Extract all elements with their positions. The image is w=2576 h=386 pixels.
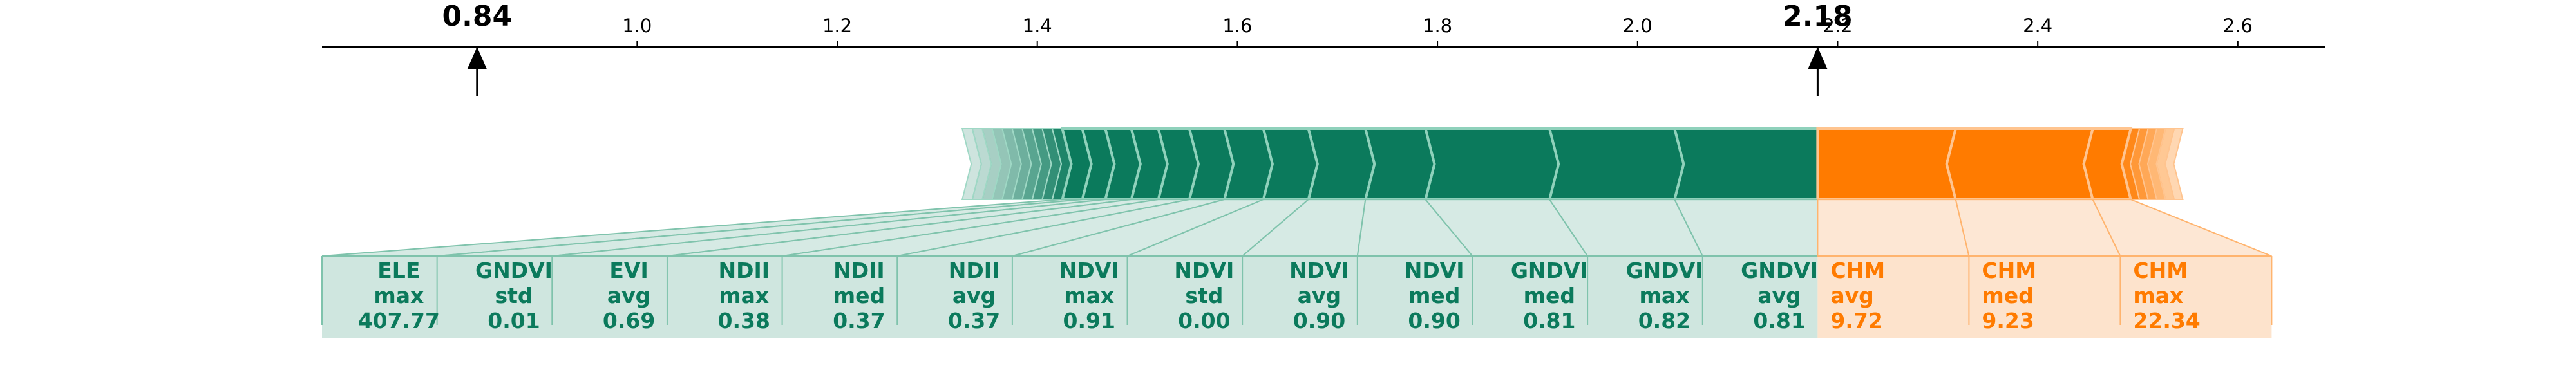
force-bars [961,127,2184,201]
positive-feature-label: 0.81 [1523,308,1575,333]
positive-feature-label: GNDVI [475,258,553,283]
negative-connector [1955,199,2122,257]
negative-feature-label: avg [1830,283,1873,308]
positive-feature-label: max [1639,283,1689,308]
positive-feature-label: 0.00 [1178,308,1230,333]
x-tick-label: 2.4 [2023,15,2052,37]
positive-feature-label: med [833,283,885,308]
negative-label-band [1817,256,2272,338]
negative-feature-label: CHM [1830,258,1885,283]
positive-feature-label: NDVI [1289,258,1349,283]
positive-feature-label: avg [1757,283,1801,308]
positive-bar-segment [1672,127,1819,201]
positive-feature-label: NDVI [1174,258,1234,283]
positive-bar-segment [1363,127,1436,201]
positive-bar-segment [1423,127,1560,201]
positive-feature-label: GNDVI [1511,258,1588,283]
positive-bar-segment [1548,127,1685,201]
positive-feature-label: ELE [377,258,420,283]
negative-feature-label: CHM [1982,258,2036,283]
positive-feature-label: max [1064,283,1114,308]
positive-feature-label: NDVI [1059,258,1119,283]
output-value-label: 2.18 [1783,0,1853,33]
positive-feature-label: 0.90 [1293,308,1345,333]
x-tick-label: 2.6 [2223,15,2253,37]
positive-feature-label: NDII [949,258,1000,283]
positive-feature-label: max [719,283,769,308]
feature-labels: ELEmax407.77GNDVIstd0.01EVIavg0.69NDIIma… [321,199,2273,338]
positive-feature-label: 407.77 [358,308,440,333]
positive-feature-label: 0.82 [1638,308,1690,333]
positive-feature-label: avg [607,283,650,308]
positive-feature-label: 0.37 [833,308,885,333]
x-tick-label: 1.0 [622,15,652,37]
positive-feature-label: med [1524,283,1575,308]
x-tick-label: 1.2 [822,15,852,37]
positive-feature-label: med [1408,283,1460,308]
positive-feature-label: 0.38 [718,308,770,333]
negative-feature-label: 9.23 [1982,308,2034,333]
positive-feature-label: std [1185,283,1223,308]
negative-bar-segment [1945,127,2095,201]
positive-feature-label: EVI [609,258,648,283]
positive-feature-label: NDII [833,258,885,283]
positive-feature-label: std [495,283,533,308]
positive-feature-label: 0.69 [603,308,655,333]
x-tick-label: 1.6 [1222,15,1252,37]
negative-feature-label: max [2133,283,2183,308]
positive-feature-label: 0.37 [948,308,1000,333]
negative-bar-segment [1816,127,1958,201]
base-value-label: 0.84 [442,0,513,33]
negative-feature-label: med [1982,283,2033,308]
positive-feature-label: 0.90 [1408,308,1460,333]
positive-feature-label: avg [1298,283,1341,308]
negative-feature-label: 22.34 [2133,308,2200,333]
negative-connector [1817,199,1970,257]
positive-feature-label: NDII [718,258,770,283]
negative-connector [2092,199,2272,257]
base-value-arrow [467,47,487,69]
positive-label-band [322,256,1818,338]
minor-negative-segment [2164,128,2184,200]
output-value-arrow [1808,47,1828,69]
negative-feature-label: CHM [2133,258,2188,283]
x-axis: 1.0 1.2 1.4 1.6 1.8 2.0 2.2 2.4 2.6 [322,15,2325,48]
x-tick-label: 2.2 [1823,15,1852,37]
positive-feature-label: GNDVI [1625,258,1703,283]
positive-feature-label: GNDVI [1741,258,1818,283]
base-output-markers: 0.84 2.18 [442,0,1853,96]
x-tick-label: 1.8 [1423,15,1452,37]
positive-feature-label: NDVI [1405,258,1464,283]
positive-feature-label: 0.81 [1753,308,1805,333]
positive-feature-label: 0.91 [1063,308,1115,333]
positive-feature-label: max [374,283,424,308]
positive-feature-label: 0.01 [488,308,540,333]
x-tick-label: 2.0 [1623,15,1653,37]
negative-feature-label: 9.72 [1830,308,1882,333]
x-tick-label: 1.4 [1023,15,1052,37]
positive-feature-label: avg [952,283,996,308]
